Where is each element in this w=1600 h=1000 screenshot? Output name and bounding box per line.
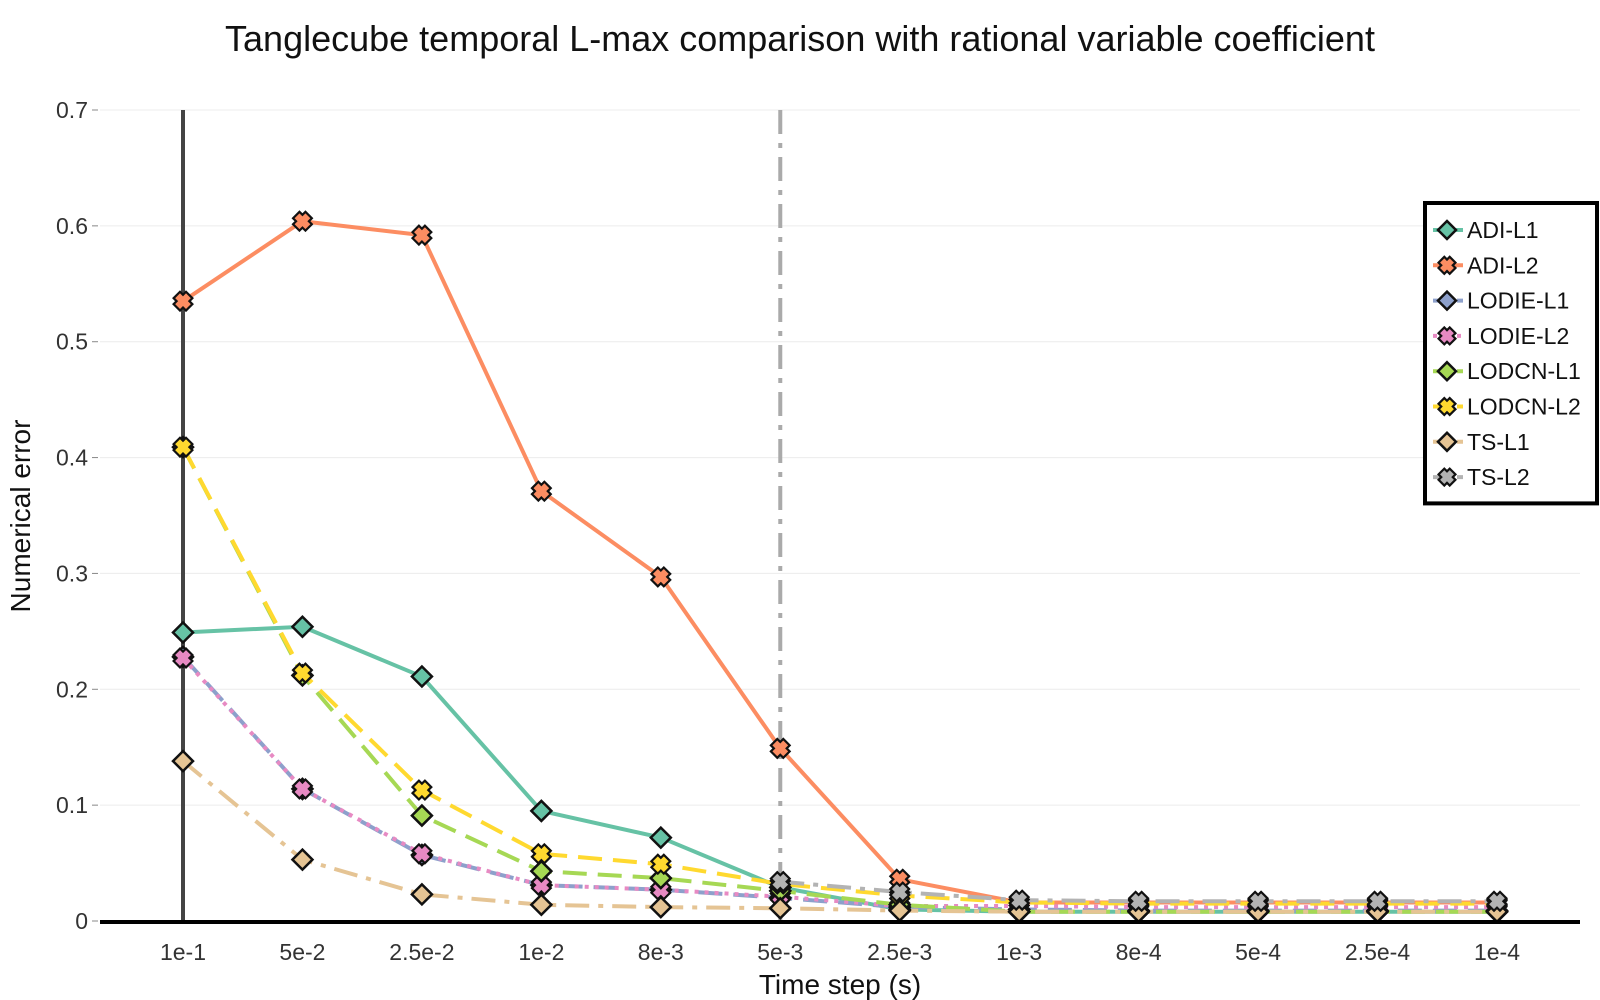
y-tick-label: 0.2 [56, 676, 88, 702]
legend-label[interactable]: LODIE-L2 [1467, 323, 1569, 349]
x-tick-label: 2.5e-2 [389, 939, 454, 965]
legend-swatch-marker [1436, 396, 1458, 417]
series-line-lodie-l1 [181, 655, 1497, 913]
data-point-lodcn-l2 [649, 853, 672, 876]
series-line-lodcn-l1 [181, 446, 1497, 914]
x-tick-label: 1e-1 [160, 939, 206, 965]
x-axis-title: Time step (s) [759, 969, 921, 1000]
data-point-adi-l1 [290, 614, 315, 639]
y-tick-label: 0 [75, 908, 88, 934]
series-line-adi-l1 [182, 624, 1497, 914]
data-point-adi-l2 [172, 290, 194, 313]
data-point-ts-l1 [290, 847, 315, 872]
data-point-ts-l2 [1366, 890, 1389, 913]
data-point-lodie-l2 [291, 777, 314, 800]
data-point-ts-l2 [1127, 890, 1150, 913]
series-line-lodcn-l2 [181, 446, 1497, 906]
data-point-adi-l2 [530, 480, 553, 503]
y-tick-label: 0.5 [56, 329, 88, 355]
y-tick-label: 0.7 [56, 97, 88, 123]
x-tick-label: 1e-3 [996, 939, 1042, 965]
series-line-lodie-l2 [181, 656, 1497, 910]
data-point-ts-l2 [888, 881, 911, 903]
x-tick-label: 1e-2 [518, 939, 564, 965]
series-lines [181, 219, 1497, 914]
legend-swatch-marker [1436, 219, 1458, 241]
data-point-ts-l2 [1008, 889, 1031, 912]
legend-box [1423, 201, 1599, 506]
legend-label[interactable]: LODCN-L2 [1467, 394, 1581, 420]
legend-swatch-marker [1436, 360, 1458, 382]
data-point-adi-l2 [649, 565, 672, 588]
y-tick-label: 0.3 [56, 560, 88, 586]
reference-lines [181, 110, 783, 921]
legend-swatch-marker [1436, 289, 1458, 312]
legend-swatch-marker [1436, 431, 1458, 453]
legend-label[interactable]: LODIE-L1 [1467, 288, 1569, 314]
y-tick-label: 0.1 [56, 792, 88, 818]
y-axis-title: Numerical error [5, 420, 36, 613]
data-point-lodcn-l2 [291, 662, 314, 685]
legend-swatch-marker [1436, 325, 1458, 346]
data-point-ts-l2 [1486, 890, 1508, 913]
data-point-adi-l1 [529, 799, 554, 823]
data-point-adi-l2 [769, 737, 792, 760]
data-point-lodcn-l2 [172, 436, 194, 459]
data-point-adi-l2 [291, 210, 314, 233]
x-tick-label: 5e-2 [279, 939, 325, 965]
y-tick-label: 0.4 [56, 445, 88, 471]
legend-label[interactable]: ADI-L2 [1467, 252, 1539, 278]
x-tick-label: 2.5e-3 [867, 939, 932, 965]
x-tick-label: 2.5e-4 [1345, 939, 1410, 965]
data-point-adi-l1 [649, 825, 673, 850]
chart-title: Tanglecube temporal L-max comparison wit… [225, 18, 1375, 59]
data-point-lodie-l2 [410, 842, 433, 865]
data-point-lodcn-l1 [529, 859, 554, 883]
data-point-adi-l1 [171, 620, 195, 645]
legend[interactable]: ADI-L1 ADI-L2 LODIE-L1 LODIE-L2 LODCN-L1 LODC… [1423, 201, 1599, 506]
data-point-ts-l1 [171, 749, 195, 773]
x-tick-label: 5e-3 [757, 939, 803, 965]
data-point-adi-l1 [410, 664, 434, 689]
data-point-lodcn-l2 [530, 842, 553, 865]
data-point-ts-l1 [768, 896, 793, 921]
legend-label[interactable]: LODCN-L1 [1467, 358, 1581, 384]
x-tick-label: 1e-4 [1474, 939, 1520, 965]
data-point-ts-l1 [410, 882, 434, 907]
legend-swatch-marker [1436, 255, 1458, 276]
data-point-ts-l1 [529, 893, 554, 917]
data-point-lodcn-l2 [410, 779, 433, 802]
legend-label[interactable]: ADI-L1 [1467, 217, 1539, 243]
x-tick-label: 5e-4 [1235, 939, 1281, 965]
grid-lines [100, 109, 1580, 806]
data-point-lodie-l2 [172, 647, 194, 669]
legend-swatch-marker [1436, 467, 1458, 488]
data-point-ts-l2 [1247, 890, 1270, 913]
series-line-adi-l2 [181, 219, 1497, 905]
data-point-ts-l2 [769, 870, 792, 893]
axes: 0 0.1 0.2 0.3 0.4 0.5 0.6 0.7 1e-1 5e-2 2.5e-2 1e-2… [56, 97, 1580, 965]
series-markers [171, 210, 1509, 924]
legend-label[interactable]: TS-L2 [1467, 464, 1530, 490]
y-tick-label: 0.6 [56, 213, 88, 239]
legend-label[interactable]: TS-L1 [1467, 429, 1530, 455]
data-point-adi-l2 [410, 224, 433, 247]
x-tick-label: 8e-3 [638, 939, 684, 965]
x-tick-label: 8e-4 [1116, 939, 1162, 965]
data-point-lodcn-l1 [410, 803, 434, 828]
data-point-ts-l1 [649, 895, 673, 919]
series-line-ts-l1 [181, 759, 1497, 914]
